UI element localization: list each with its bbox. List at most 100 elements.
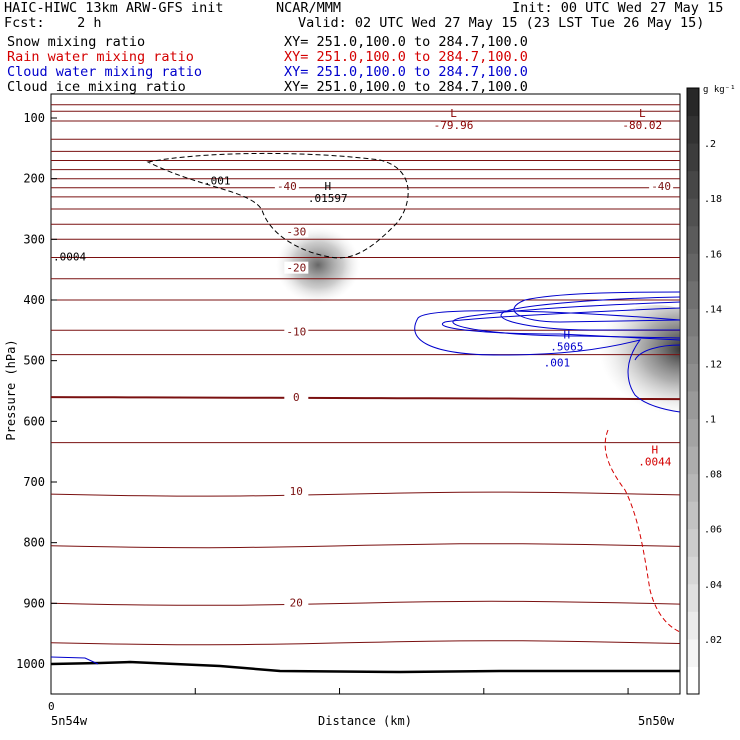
temperature-contour: [51, 396, 680, 401]
scale-unit: g kg⁻¹: [703, 85, 736, 95]
y-tick-label: 800: [23, 536, 45, 550]
contour-value-label: .001: [204, 175, 231, 188]
temperature-contour: [51, 640, 680, 646]
scale-step: [687, 198, 699, 227]
forecast-hour: Fcst: 2 h: [4, 15, 102, 31]
field-xy-rain: XY= 251.0,100.0 to 284.7,100.0: [284, 49, 528, 65]
temperature-label: 20: [290, 597, 303, 610]
label-bg: [284, 225, 309, 238]
contour-labels: -40 -40-30-20-1001020L-79.96L-80.02H.0159…: [53, 107, 674, 610]
contour-value-label: .0004: [53, 251, 86, 264]
y-tick-label: 400: [23, 293, 45, 307]
temperature-label: -40: [651, 180, 671, 193]
model-title: HAIC-HIWC 13km ARW-GFS init: [4, 0, 224, 16]
y-tick-label: 500: [23, 354, 45, 368]
distance-axis-label: Distance (km): [318, 714, 412, 728]
x-right-label: 5n50w: [638, 714, 675, 728]
scale-step: [687, 473, 699, 502]
extremum-value: .0044: [638, 456, 671, 469]
scale-step: [687, 583, 699, 612]
surface-blue-line: [51, 656, 99, 665]
label-bg: [284, 596, 309, 609]
field-xy-cloud-ice: XY= 251.0,100.0 to 284.7,100.0: [284, 79, 528, 95]
extremum-symbol: H: [563, 328, 570, 341]
shading-scale: g kg⁻¹ .02 .04 .06 .08 .1 .12 .14 .16 .18 .2: [686, 85, 736, 695]
label-bg: [284, 484, 309, 497]
scale-label: .2: [704, 139, 716, 150]
y-tick-label: 1000: [16, 657, 45, 671]
plot-frame: [50, 93, 681, 695]
scale-step: [687, 611, 699, 640]
scale-label: .18: [704, 194, 722, 205]
pressure-axis-label: Pressure (hPa): [4, 339, 18, 440]
y-tick-label: 300: [23, 232, 45, 246]
extremum-value: .01597: [308, 192, 348, 205]
label-bg: [649, 179, 674, 192]
terrain-line: [51, 660, 680, 674]
snow-contour: [146, 152, 409, 259]
scale-step: [687, 446, 699, 475]
field-label-cloud-ice: Cloud ice mixing ratio: [7, 79, 186, 95]
scale-label: .14: [704, 304, 722, 315]
scale-label: .16: [704, 249, 722, 260]
y-tick-label: 700: [23, 475, 45, 489]
label-bg: [284, 325, 309, 338]
temperature-label: -20: [286, 262, 306, 275]
temperature-label: 0: [293, 391, 300, 404]
extremum-symbol: H: [652, 444, 659, 457]
scale-step: [687, 115, 699, 144]
extremum-symbol: L: [639, 107, 646, 120]
field-label-snow: Snow mixing ratio: [7, 34, 146, 50]
scale-step: [687, 391, 699, 420]
scale-step: [687, 363, 699, 392]
field-xy-snow: XY= 251.0,100.0 to 284.7,100.0: [284, 34, 528, 50]
scale-step: [687, 528, 699, 557]
scale-step: [687, 308, 699, 337]
scale-step: [687, 280, 699, 309]
extremum-value: -79.96: [434, 119, 474, 132]
scale-step: [687, 556, 699, 585]
organization-label: NCAR/MMM: [276, 0, 342, 16]
scale-label: .08: [704, 470, 722, 481]
extremum-value: -80.02: [622, 119, 662, 132]
scale-frame: [686, 87, 700, 695]
x-start-tick: 0: [48, 700, 55, 713]
scale-step: [687, 253, 699, 282]
label-bg: [284, 261, 309, 274]
y-tick-label: 900: [23, 596, 45, 610]
y-tick-label: 200: [23, 172, 45, 186]
temperature-label: -30: [286, 225, 306, 238]
extremum-symbol: L: [450, 107, 457, 120]
field-xy-cloud-water: XY= 251.0,100.0 to 284.7,100.0: [284, 64, 528, 80]
rain-contour: [604, 429, 680, 633]
contour-value-label: .001: [544, 357, 571, 370]
scale-label: .06: [704, 525, 722, 536]
scale-step: [687, 418, 699, 447]
label-bg: [274, 179, 299, 192]
scale-label: .12: [704, 359, 722, 370]
temperature-contour: [51, 600, 680, 606]
temperature-label: -10: [286, 325, 306, 338]
temperature-label: -40: [277, 180, 297, 193]
init-time: Init: 00 UTC Wed 27 May 15: [512, 0, 724, 16]
scale-label: .04: [704, 580, 722, 591]
extremum-symbol: H: [324, 180, 331, 193]
scale-step: [687, 335, 699, 364]
scale-step: [687, 170, 699, 199]
field-label-cloud-water: Cloud water mixing ratio: [7, 64, 203, 80]
scale-step: [687, 638, 699, 667]
temperature-contour: [51, 543, 680, 549]
temperature-contour: [51, 491, 680, 497]
field-label-rain: Rain water mixing ratio: [7, 49, 194, 65]
cloud-ice-shading: [585, 305, 680, 415]
x-left-label: 5n54w: [51, 714, 88, 728]
scale-step: [687, 666, 699, 695]
scale-step: [687, 225, 699, 254]
temperature-contours: [51, 104, 680, 646]
label-bg: [284, 390, 309, 403]
valid-time: Valid: 02 UTC Wed 27 May 15 (23 LST Tue …: [298, 15, 705, 31]
cloud-water-contours: [414, 291, 680, 413]
scale-step: [687, 501, 699, 530]
